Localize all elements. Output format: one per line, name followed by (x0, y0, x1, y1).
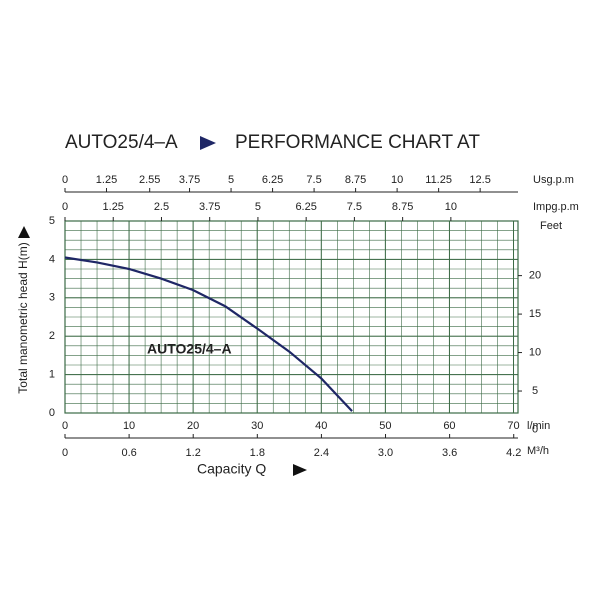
top-tick-label: 1.25 (103, 201, 124, 213)
top-tick-label: 11.25 (425, 174, 452, 186)
right-tick-label: 15 (529, 308, 541, 320)
y-tick-label: 1 (49, 369, 55, 381)
top-tick-label: 10 (445, 201, 457, 213)
x-tick-label: 0 (62, 420, 68, 432)
x2-tick-label: 3.0 (378, 447, 393, 459)
x-tick-label: 60 (443, 420, 455, 432)
top-tick-label: 7.5 (306, 174, 321, 186)
x2-tick-label: 1.8 (250, 447, 265, 459)
title-arrow (200, 136, 216, 150)
y-tick-label: 3 (49, 292, 55, 304)
y-tick-label: 2 (49, 330, 55, 342)
top-tick-label: 8.75 (345, 174, 366, 186)
x-axis-label: Capacity Q (197, 461, 266, 477)
x-tick-label: 10 (123, 420, 135, 432)
top-tick-label: 0 (62, 174, 68, 186)
x-tick-label: 20 (187, 420, 199, 432)
top-tick-label: 2.5 (154, 201, 169, 213)
right-tick-label: 20 (529, 270, 541, 282)
right-tick-label: 5 (532, 385, 538, 397)
y-axis-label: Total manometric head H(m) (16, 242, 30, 393)
chart-title: AUTO25/4–A (65, 132, 178, 153)
top-tick-label: 1.25 (96, 174, 117, 186)
y-tick-label: 4 (49, 253, 55, 265)
x-tick-label: 70 (507, 420, 519, 432)
right-unit-label: Feet (540, 220, 562, 232)
top-tick-label: 8.75 (392, 201, 413, 213)
x2-tick-label: 2.4 (314, 447, 329, 459)
top-tick-label: 2.55 (139, 174, 160, 186)
x2-tick-label: 4.2 (506, 447, 521, 459)
top-tick-label: 5 (255, 201, 261, 213)
top-tick-label: 5 (228, 174, 234, 186)
x-tick-label: 50 (379, 420, 391, 432)
top-unit-label: Usg.p.m (533, 174, 574, 186)
performance-curve (64, 256, 353, 412)
y-tick-label: 5 (49, 215, 55, 227)
x2-tick-label: 3.6 (442, 447, 457, 459)
y-tick-label: 0 (49, 407, 55, 419)
top-tick-label: 3.75 (199, 201, 220, 213)
x-tick-label: 30 (251, 420, 263, 432)
y-axis-arrow (18, 226, 30, 238)
x2-tick-label: 0.6 (121, 447, 136, 459)
x2-tick-label: 1.2 (186, 447, 201, 459)
curve-label: AUTO25/4–A (147, 341, 232, 357)
top-tick-label: 0 (62, 201, 68, 213)
top-tick-label: 6.25 (295, 201, 316, 213)
x-tick-label: 40 (315, 420, 327, 432)
x2-unit-label: M³/h (527, 445, 549, 457)
chart-subtitle: PERFORMANCE CHART AT (235, 132, 480, 153)
top-tick-label: 6.25 (262, 174, 283, 186)
right-tick-label: 0 (532, 423, 538, 435)
top-tick-label: 7.5 (347, 201, 362, 213)
x-unit-label: l/min (527, 420, 550, 432)
x-axis-arrow (293, 464, 307, 476)
top-tick-label: 10 (391, 174, 403, 186)
x2-tick-label: 0 (62, 447, 68, 459)
top-tick-label: 12.5 (469, 174, 490, 186)
top-unit-label: Impg.p.m (533, 201, 579, 213)
right-tick-label: 10 (529, 346, 541, 358)
top-tick-label: 3.75 (179, 174, 200, 186)
